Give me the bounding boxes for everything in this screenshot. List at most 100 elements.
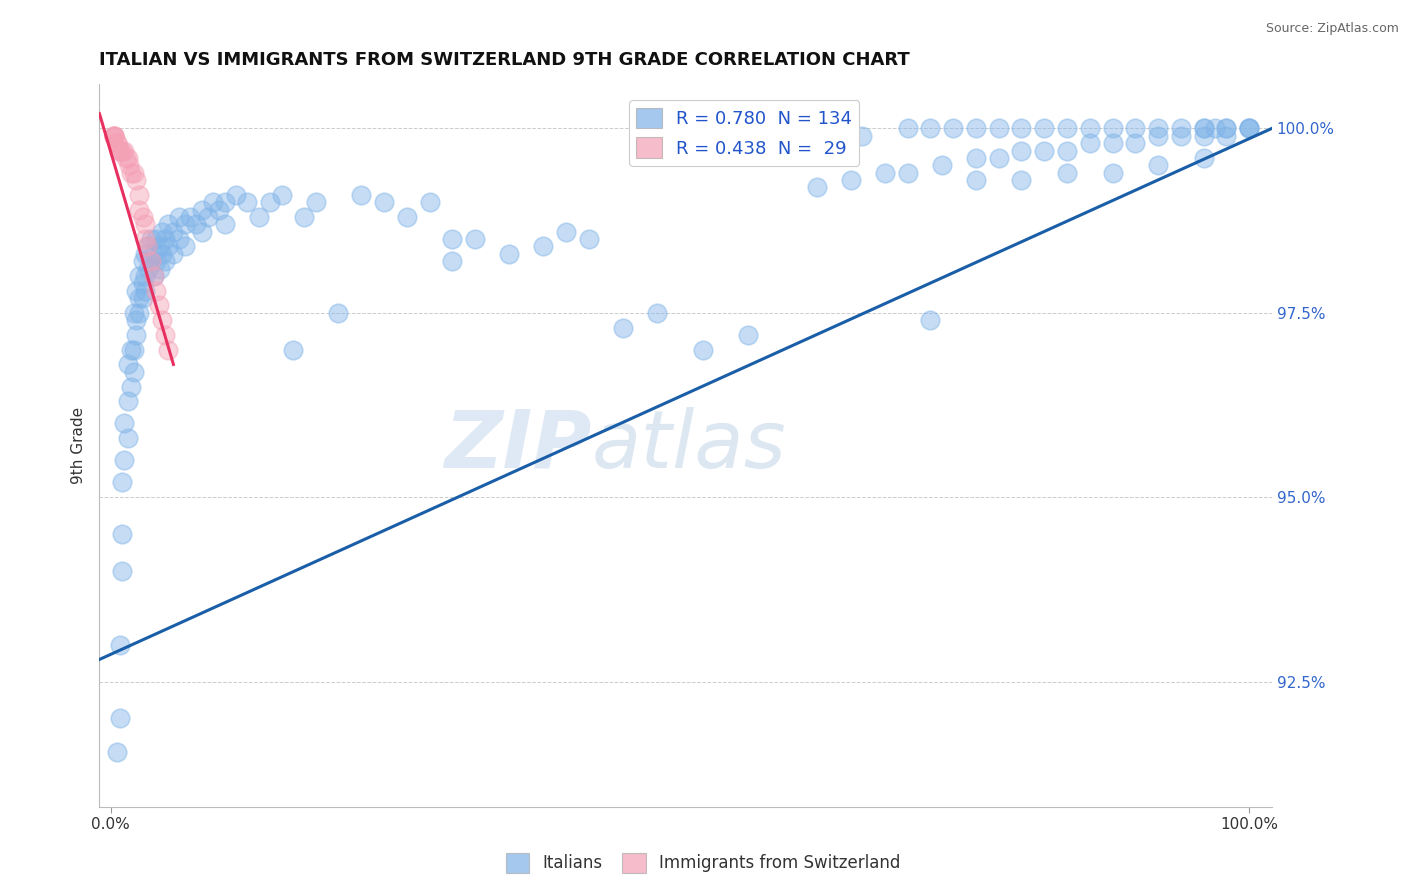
Point (920, 121, 942, 136)
Point (1101, 166, 1123, 180)
Point (1123, 136, 1146, 150)
Legend: R = 0.780  N = 134, R = 0.438  N =  29: R = 0.780 N = 134, R = 0.438 N = 29 (630, 101, 859, 166)
Point (128, 268, 150, 283)
Point (108, 638, 131, 652)
Point (155, 232, 177, 246)
Point (156, 217, 179, 231)
Y-axis label: 9th Grade: 9th Grade (72, 407, 86, 484)
Point (138, 261, 160, 276)
Point (128, 187, 150, 202)
Point (920, 313, 942, 327)
Text: ITALIAN VS IMMIGRANTS FROM SWITZERLAND 9TH GRADE CORRELATION CHART: ITALIAN VS IMMIGRANTS FROM SWITZERLAND 9… (100, 51, 910, 69)
Point (136, 239, 159, 253)
Point (156, 239, 179, 253)
Point (191, 225, 214, 239)
Point (122, 306, 145, 320)
Point (1056, 121, 1078, 136)
Point (186, 217, 208, 231)
Point (965, 173, 987, 187)
Point (114, 453, 136, 467)
Point (531, 239, 554, 253)
Point (148, 298, 170, 312)
Point (120, 379, 142, 393)
Point (208, 202, 231, 217)
Point (806, 128, 828, 143)
Point (247, 210, 270, 224)
Point (125, 284, 148, 298)
Point (145, 284, 167, 298)
Point (150, 313, 173, 327)
Point (134, 217, 156, 231)
Point (173, 239, 195, 253)
Point (987, 151, 1010, 165)
Point (873, 166, 896, 180)
Point (645, 306, 668, 320)
Point (839, 173, 862, 187)
Point (139, 232, 162, 246)
Point (128, 202, 150, 217)
Point (105, 136, 128, 150)
Point (128, 291, 150, 305)
Point (114, 417, 136, 431)
Point (107, 144, 129, 158)
Point (202, 195, 225, 210)
Point (150, 247, 173, 261)
Point (1056, 144, 1078, 158)
Point (1170, 121, 1192, 136)
Point (987, 121, 1010, 136)
Point (162, 225, 184, 239)
Point (281, 343, 304, 357)
Point (149, 239, 172, 253)
Point (122, 343, 145, 357)
Text: Source: ZipAtlas.com: Source: ZipAtlas.com (1265, 22, 1399, 36)
Point (897, 121, 920, 136)
Point (138, 239, 160, 253)
Point (167, 210, 190, 224)
Point (111, 144, 134, 158)
Point (942, 121, 965, 136)
Point (131, 291, 153, 305)
Point (134, 284, 156, 298)
Point (225, 187, 247, 202)
Point (167, 232, 190, 246)
Point (1147, 158, 1170, 172)
Point (498, 247, 520, 261)
Point (111, 564, 134, 578)
Point (965, 121, 987, 136)
Point (114, 151, 136, 165)
Point (1033, 144, 1056, 158)
Point (1101, 136, 1123, 150)
Point (214, 217, 236, 231)
Point (134, 232, 156, 246)
Point (441, 254, 464, 268)
Point (103, 128, 125, 143)
Point (155, 327, 177, 342)
Point (897, 166, 920, 180)
Point (783, 136, 806, 150)
Point (131, 210, 153, 224)
Point (145, 232, 167, 246)
Point (828, 128, 851, 143)
Point (117, 151, 139, 165)
Point (259, 195, 281, 210)
Point (1147, 121, 1170, 136)
Point (108, 144, 131, 158)
Point (197, 210, 219, 224)
Point (191, 202, 214, 217)
Point (1123, 121, 1146, 136)
Point (1101, 121, 1123, 136)
Point (125, 173, 148, 187)
Point (806, 180, 828, 194)
Point (108, 711, 131, 725)
Point (122, 365, 145, 379)
Point (131, 277, 153, 291)
Point (214, 195, 236, 210)
Point (1078, 136, 1101, 150)
Point (1215, 128, 1237, 143)
Point (1237, 121, 1260, 136)
Point (117, 431, 139, 445)
Point (292, 210, 315, 224)
Point (1033, 121, 1056, 136)
Point (441, 232, 464, 246)
Point (1147, 128, 1170, 143)
